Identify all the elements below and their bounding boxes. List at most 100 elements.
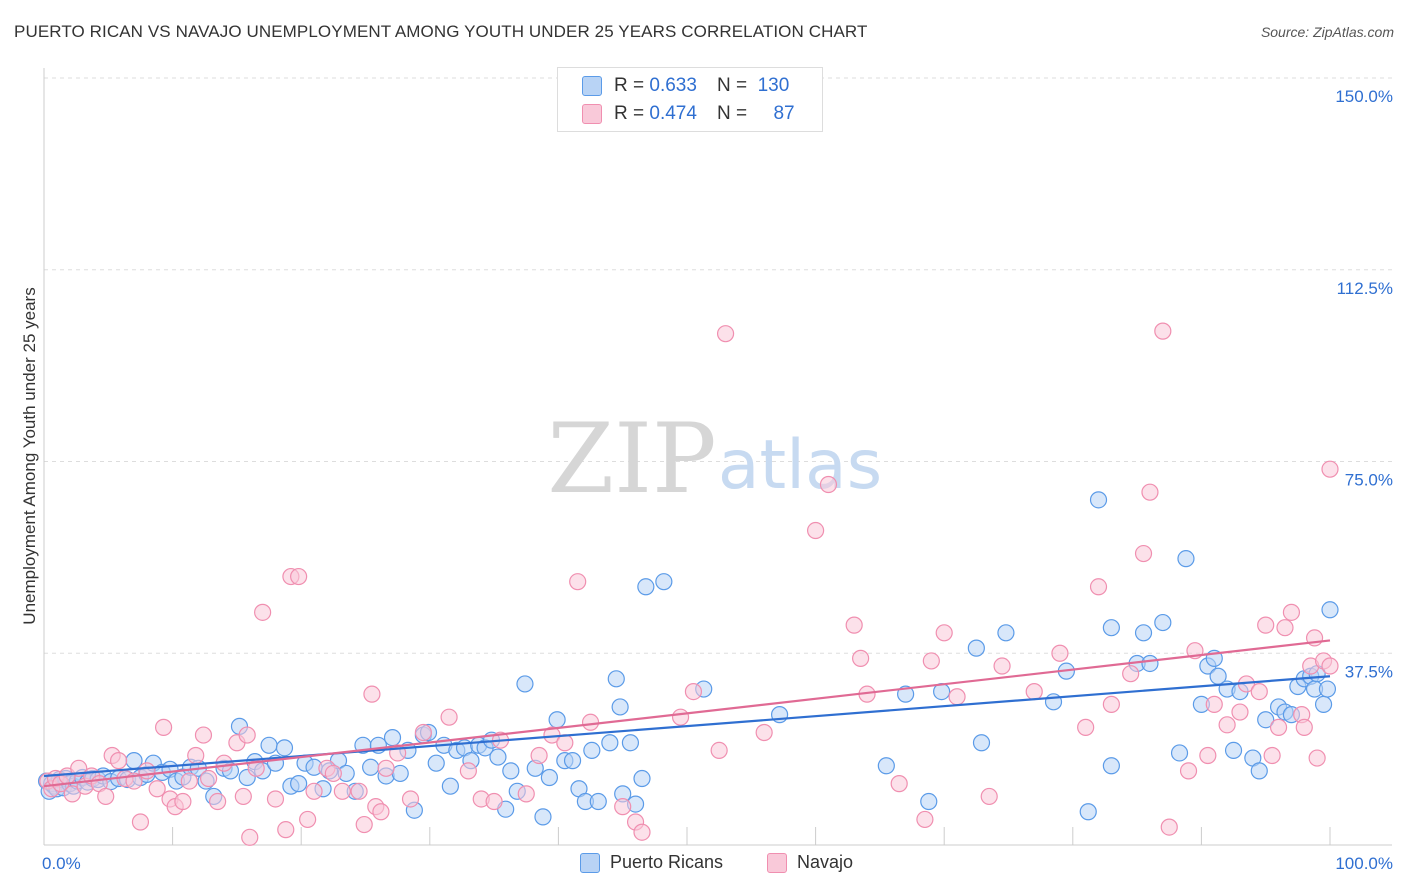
point-puerto-rican [997, 624, 1015, 642]
point-navajo [350, 782, 368, 800]
series-puerto-ricans [37, 491, 1339, 826]
point-navajo [299, 810, 317, 829]
point-puerto-rican [877, 757, 895, 775]
point-puerto-rican [125, 752, 143, 770]
watermark-zip: ZIP [547, 403, 716, 515]
point-puerto-rican [589, 792, 607, 811]
point-navajo [131, 813, 150, 831]
point-navajo [1250, 682, 1268, 701]
point-puerto-rican [1177, 550, 1195, 568]
point-puerto-rican [260, 736, 278, 754]
point-navajo [1134, 544, 1153, 563]
point-navajo [234, 787, 252, 806]
point-navajo [993, 657, 1011, 675]
point-navajo [324, 764, 342, 783]
point-navajo [852, 649, 870, 667]
point-puerto-rican [611, 698, 629, 716]
y-tick-label: 75.0% [1345, 471, 1393, 490]
point-navajo [530, 746, 548, 765]
point-navajo [355, 815, 373, 834]
point-navajo [1231, 703, 1249, 721]
point-puerto-rican [290, 775, 308, 793]
point-navajo [440, 708, 458, 726]
point-puerto-rican [1250, 762, 1268, 780]
legend-swatch-puerto-ricans [582, 76, 602, 96]
legend-n-value: 87 [773, 103, 795, 124]
point-navajo [305, 782, 323, 800]
point-puerto-rican [362, 758, 380, 776]
point-navajo [517, 785, 535, 803]
point-navajo [581, 713, 600, 731]
point-puerto-rican [502, 762, 520, 780]
trend-line-puerto-ricans [43, 675, 1331, 778]
point-navajo [200, 769, 218, 788]
point-navajo [109, 752, 128, 770]
legend-row-puerto-ricans: R = 0.633 N = 130 [582, 74, 789, 98]
source-credit: Source: ZipAtlas.com [1260, 24, 1394, 40]
point-navajo [180, 772, 198, 790]
point-navajo [716, 325, 735, 343]
legend-swatch-puerto-ricans [580, 852, 600, 873]
point-navajo [372, 803, 390, 821]
point-navajo [1263, 746, 1281, 765]
series-legend: Puerto Ricans Navajo [0, 852, 1406, 876]
legend-label-puerto-ricans: Puerto Ricans [610, 852, 724, 872]
point-navajo [1051, 644, 1069, 662]
watermark-atlas: atlas [718, 426, 882, 505]
point-puerto-rican [1102, 757, 1120, 775]
point-puerto-rican [540, 768, 558, 787]
gridlines [44, 77, 1392, 654]
point-navajo [187, 746, 205, 765]
point-puerto-rican [897, 685, 915, 703]
point-navajo [1276, 619, 1294, 637]
point-puerto-rican [920, 792, 938, 811]
point-navajo [138, 762, 156, 780]
y-tick-label: 112.5% [1337, 279, 1393, 298]
point-navajo [277, 821, 295, 839]
point-navajo [209, 792, 227, 811]
point-navajo [948, 688, 966, 706]
point-puerto-rican [534, 808, 552, 826]
point-puerto-rican [1089, 491, 1108, 509]
legend-n-value: 130 [757, 75, 790, 96]
point-navajo [806, 521, 825, 540]
point-puerto-rican [563, 752, 582, 770]
point-navajo [97, 787, 115, 806]
point-puerto-rican [516, 675, 534, 693]
point-navajo [569, 573, 587, 591]
point-puerto-rican [427, 754, 445, 772]
point-navajo [922, 652, 940, 670]
point-navajo [254, 603, 272, 621]
point-puerto-rican [967, 639, 985, 657]
point-puerto-rican [1154, 613, 1172, 632]
point-navajo [614, 798, 632, 816]
point-navajo [1122, 665, 1140, 683]
point-puerto-rican [1141, 654, 1159, 673]
y-tick-labels: 37.5% 75.0% 112.5% 150.0% [1335, 87, 1393, 681]
point-navajo [1269, 718, 1288, 736]
point-navajo [414, 723, 432, 742]
watermark: ZIP atlas [547, 403, 882, 515]
trend-lines [43, 639, 1331, 788]
point-navajo [459, 762, 477, 780]
legend-swatch-navajo [582, 104, 602, 124]
axes [43, 68, 1392, 846]
point-navajo [401, 790, 420, 808]
point-puerto-rican [1170, 744, 1189, 762]
point-puerto-rican [1224, 741, 1243, 760]
x-tick-label: 0.0% [42, 854, 81, 873]
point-navajo [980, 787, 998, 806]
point-navajo [63, 785, 81, 803]
trend-line-navajo [43, 639, 1331, 788]
point-navajo [633, 823, 651, 841]
point-navajo [241, 828, 259, 846]
point-navajo [377, 759, 395, 777]
point-puerto-rican [1102, 619, 1120, 637]
series-navajo [39, 322, 1339, 846]
point-navajo [1282, 603, 1301, 621]
point-puerto-rican [1321, 601, 1339, 619]
point-navajo [1141, 483, 1159, 501]
point-puerto-rican [583, 741, 601, 760]
point-puerto-rican [655, 573, 673, 591]
